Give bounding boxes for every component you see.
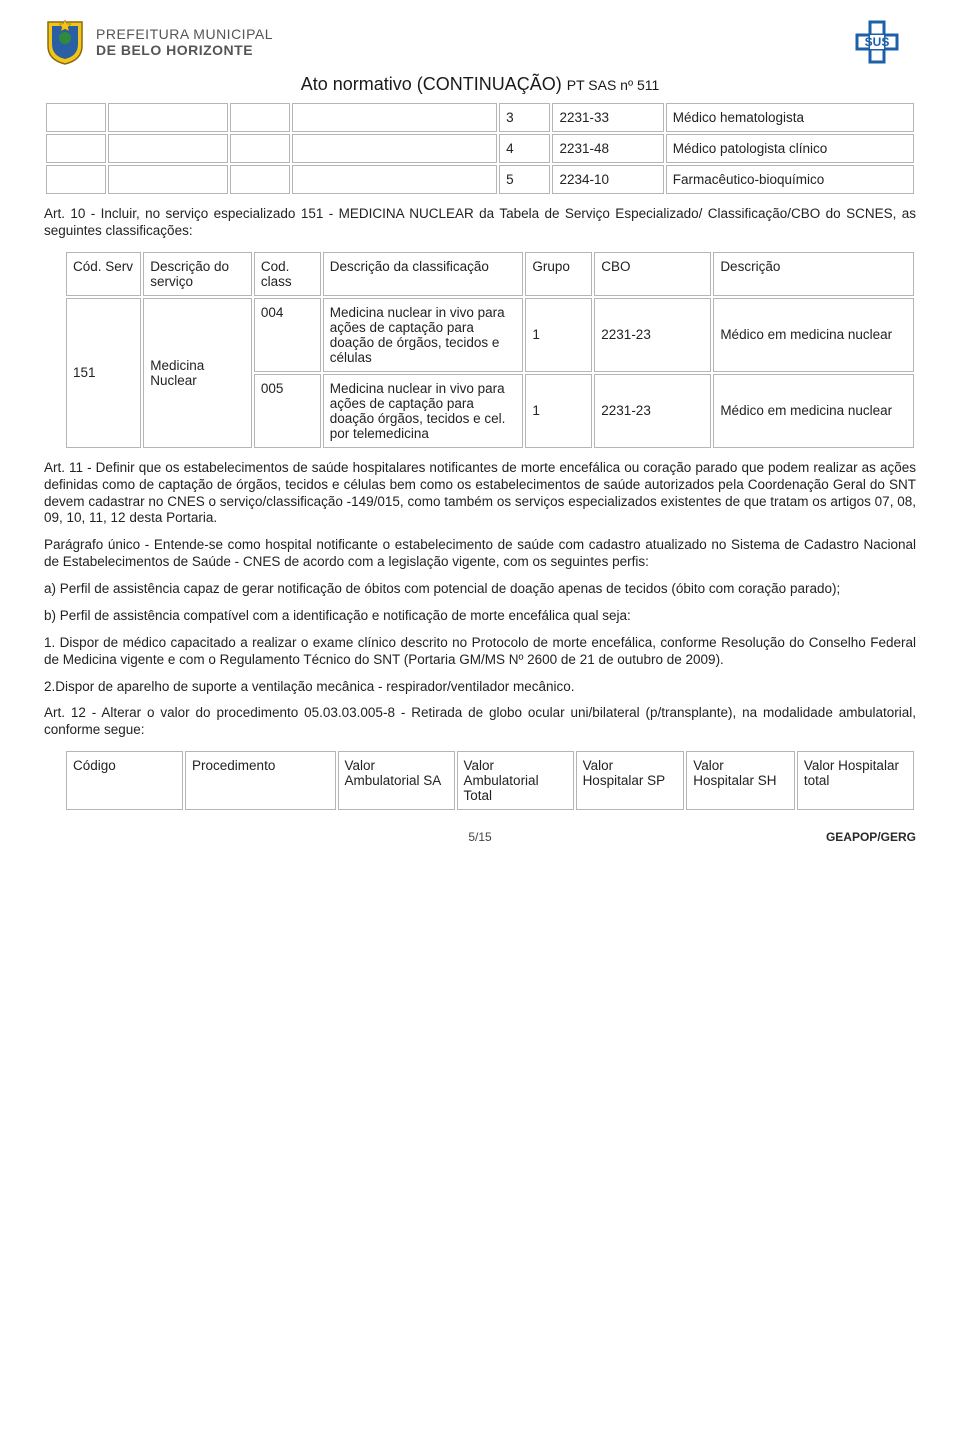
num-2-text: 2.Dispor de aparelho de suporte a ventil…	[44, 679, 916, 696]
art-12-text: Art. 12 - Alterar o valor do procediment…	[44, 705, 916, 739]
muni-line1: PREFEITURA MUNICIPAL	[96, 26, 273, 42]
table-cell: 4	[499, 134, 550, 163]
table-cell: Médico patologista clínico	[666, 134, 914, 163]
table-row: 32231-33Médico hematologista	[46, 103, 914, 132]
table-row: 151Medicina Nuclear004Medicina nuclear i…	[66, 298, 914, 372]
table-cell: 1	[525, 374, 592, 448]
table-cell: Médico hematologista	[666, 103, 914, 132]
table-header-cell: CBO	[594, 252, 711, 296]
table-header-cell: Cod. class	[254, 252, 321, 296]
table-row: 52234-10Farmacêutico-bioquímico	[46, 165, 914, 194]
table-procedure-values: CódigoProcedimentoValor Ambulatorial SAV…	[64, 749, 916, 812]
table-cell	[230, 134, 290, 163]
table-header-cell: Valor Hospitalar SH	[686, 751, 795, 810]
table-header-cell: Código	[66, 751, 183, 810]
table-header-cell: Valor Hospitalar total	[797, 751, 914, 810]
table-cell: 2231-23	[594, 298, 711, 372]
num-1-text: 1. Dispor de médico capacitado a realiza…	[44, 635, 916, 669]
header-left: PREFEITURA MUNICIPAL DE BELO HORIZONTE	[44, 18, 273, 66]
document-title: Ato normativo (CONTINUAÇÃO) PT SAS nº 51…	[44, 74, 916, 95]
table-cell	[292, 103, 497, 132]
municipality-name: PREFEITURA MUNICIPAL DE BELO HORIZONTE	[96, 26, 273, 58]
table-header-cell: Descrição	[713, 252, 914, 296]
title-suffix: PT SAS nº 511	[567, 77, 660, 93]
table-header-cell: Valor Hospitalar SP	[576, 751, 685, 810]
table-cell: Médico em medicina nuclear	[713, 374, 914, 448]
table-cell	[230, 165, 290, 194]
item-b-text: b) Perfil de assistência compatível com …	[44, 608, 916, 625]
table-service-151: Cód. ServDescrição do serviçoCod. classD…	[64, 250, 916, 450]
table-cell: 151	[66, 298, 141, 448]
sus-logo-icon: SUS	[836, 20, 916, 64]
table-row: 42231-48Médico patologista clínico	[46, 134, 914, 163]
table-cell: Medicina nuclear in vivo para ações de c…	[323, 298, 524, 372]
table-header-cell: Valor Ambulatorial SA	[338, 751, 455, 810]
table-cell: 2231-48	[552, 134, 663, 163]
table-cell: Médico em medicina nuclear	[713, 298, 914, 372]
table-cell: 004	[254, 298, 321, 372]
table-cell	[108, 103, 228, 132]
table-header-cell: Valor Ambulatorial Total	[457, 751, 574, 810]
table-continuation: 32231-33Médico hematologista42231-48Médi…	[44, 101, 916, 196]
art-11-text: Art. 11 - Definir que os estabelecimento…	[44, 460, 916, 528]
table-cell	[108, 165, 228, 194]
table-cell	[292, 165, 497, 194]
table-cell	[292, 134, 497, 163]
muni-line2: DE BELO HORIZONTE	[96, 42, 273, 58]
table-header-cell: Procedimento	[185, 751, 335, 810]
table-cell	[46, 165, 106, 194]
item-a-text: a) Perfil de assistência capaz de gerar …	[44, 581, 916, 598]
table-cell: 2234-10	[552, 165, 663, 194]
table-header-cell: Cód. Serv	[66, 252, 141, 296]
table-cell	[108, 134, 228, 163]
table-header-cell: Grupo	[525, 252, 592, 296]
table-cell: Medicina Nuclear	[143, 298, 252, 448]
table-cell: 5	[499, 165, 550, 194]
art-10-text: Art. 10 - Incluir, no serviço especializ…	[44, 206, 916, 240]
svg-text:SUS: SUS	[865, 35, 890, 49]
table-header-cell: Descrição do serviço	[143, 252, 252, 296]
table-cell	[46, 103, 106, 132]
paragrafo-unico-text: Parágrafo único - Entende-se como hospit…	[44, 537, 916, 571]
table-header-cell: Descrição da classificação	[323, 252, 524, 296]
table-cell	[230, 103, 290, 132]
title-main: Ato normativo (CONTINUAÇÃO)	[301, 74, 562, 94]
table-cell: Farmacêutico-bioquímico	[666, 165, 914, 194]
page-header: PREFEITURA MUNICIPAL DE BELO HORIZONTE S…	[44, 18, 916, 66]
table-cell: 2231-33	[552, 103, 663, 132]
table-cell: 005	[254, 374, 321, 448]
municipality-shield-icon	[44, 18, 86, 66]
table-cell: 2231-23	[594, 374, 711, 448]
table-cell	[46, 134, 106, 163]
table-cell: 1	[525, 298, 592, 372]
table-cell: Medicina nuclear in vivo para ações de c…	[323, 374, 524, 448]
table-cell: 3	[499, 103, 550, 132]
